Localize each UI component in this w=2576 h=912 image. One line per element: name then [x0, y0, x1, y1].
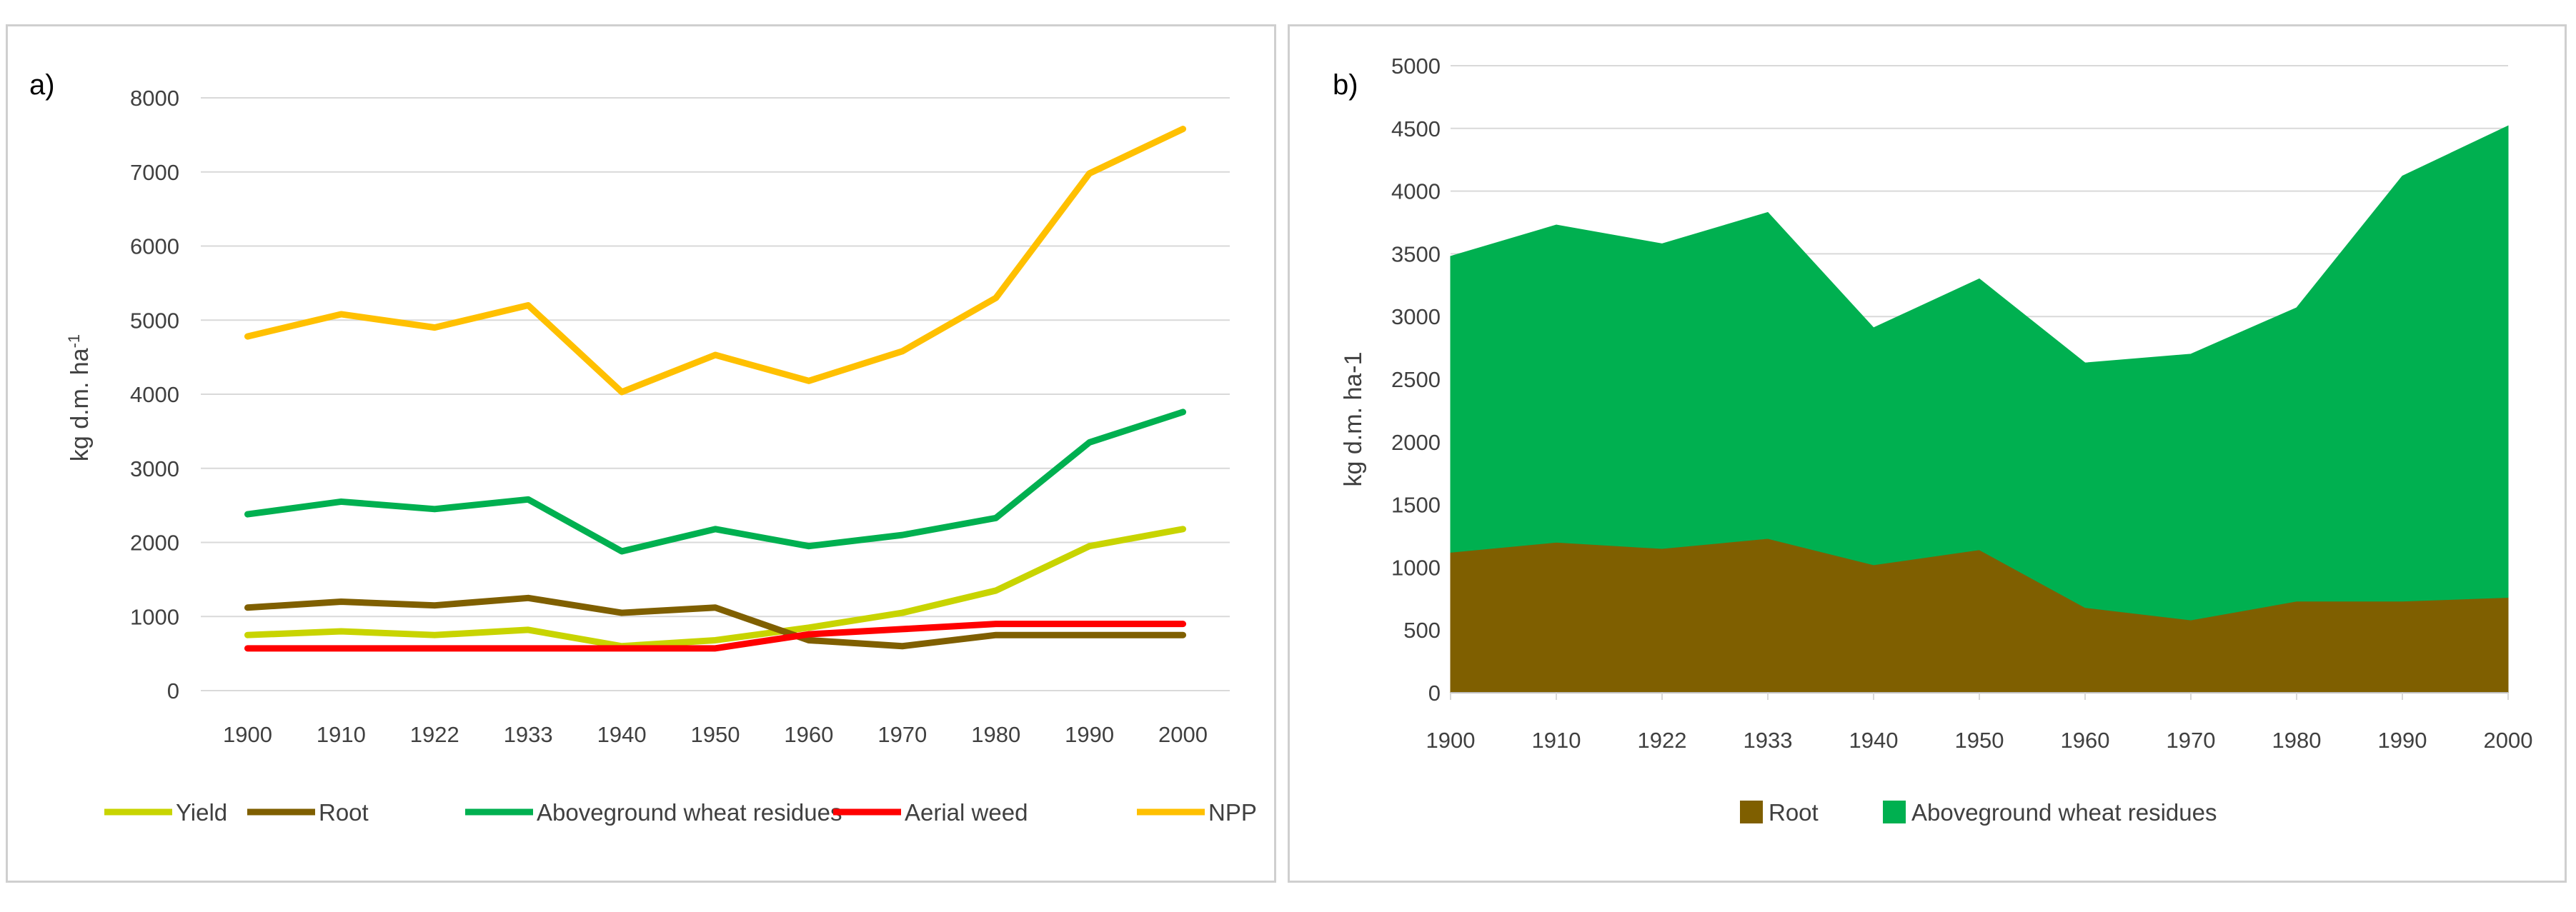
y-axis-label-a-superscript: -1	[65, 334, 83, 349]
y-tick-label-b: 1500	[1391, 493, 1441, 518]
legend-label-b: Root	[1769, 799, 1819, 826]
series-area-aboveground-wheat-residues	[1450, 125, 2509, 621]
legend-swatch-b	[1740, 801, 1763, 823]
y-tick-label-b: 4500	[1391, 116, 1441, 141]
y-tick-label-a: 5000	[130, 308, 179, 333]
y-tick-label-a: 4000	[130, 382, 179, 407]
x-tick-label-b: 1933	[1744, 728, 1793, 753]
legend-label-b: Aboveground wheat residues	[1911, 799, 2217, 826]
y-tick-label-b: 5000	[1391, 54, 1441, 79]
x-tick-label-b: 1960	[2061, 728, 2110, 753]
chart-panel-b: b) kg d.m. ha-1 0 500 1000 1500 2000 2500 3000…	[1288, 24, 2567, 883]
legend-label-a: Aerial weed	[905, 799, 1028, 826]
y-tick-label-b: 500	[1403, 618, 1441, 643]
y-tick-label-b: 3500	[1391, 241, 1441, 266]
x-tick-label-a: 1910	[317, 722, 366, 747]
y-tick-label-a: 7000	[130, 160, 179, 185]
y-tick-label-a: 1000	[130, 604, 179, 629]
y-tick-label-a: 3000	[130, 456, 179, 481]
series-line-root	[244, 594, 1187, 650]
x-tick-label-b: 1950	[1955, 728, 2004, 753]
x-tick-label-b: 1900	[1426, 728, 1476, 753]
y-tick-label-b: 2000	[1391, 430, 1441, 455]
y-tick-label-b: 2500	[1391, 367, 1441, 392]
legend-label-a: NPP	[1208, 799, 1257, 826]
y-axis-label-a: kg d.m. ha-1	[65, 334, 94, 461]
x-tick-label-b: 1910	[1532, 728, 1581, 753]
area-chart-b: b) kg d.m. ha-1 0 500 1000 1500 2000 2500 3000…	[1333, 54, 2533, 826]
x-tick-label-a: 1990	[1065, 722, 1114, 747]
panel-label-a: a)	[29, 69, 55, 101]
x-tick-label-a: 1970	[877, 722, 927, 747]
x-tick-label-a: 1960	[784, 722, 833, 747]
chart-panel-a: a) kg d.m. ha-1 0 1000 2000 3000 4000 5000 600…	[6, 24, 1276, 883]
x-tick-label-a: 1900	[223, 722, 272, 747]
y-tick-label-a: 6000	[130, 234, 179, 259]
y-tick-label-a: 8000	[130, 86, 179, 111]
series-line-aerial-weed	[244, 621, 1187, 652]
panel-label-b: b)	[1333, 69, 1358, 101]
legend-label-a: Root	[319, 799, 369, 826]
x-tick-label-a: 1940	[597, 722, 647, 747]
legend-swatch-b	[1883, 801, 1906, 823]
y-tick-label-b: 0	[1428, 681, 1441, 706]
x-tick-label-b: 1922	[1638, 728, 1687, 753]
y-axis-label-b: kg d.m. ha-1	[1340, 352, 1367, 487]
y-tick-label-b: 4000	[1391, 179, 1441, 204]
y-tick-label-a: 2000	[130, 531, 179, 556]
x-tick-label-b: 1940	[1849, 728, 1899, 753]
y-tick-label-a: 0	[167, 678, 179, 703]
x-tick-label-a: 1950	[691, 722, 740, 747]
legend-label-a: Yield	[176, 799, 227, 826]
series-line-npp	[244, 126, 1187, 396]
y-tick-label-b: 1000	[1391, 555, 1441, 580]
y-tick-label-b: 3000	[1391, 304, 1441, 329]
line-chart-a: a) kg d.m. ha-1 0 1000 2000 3000 4000 5000 600…	[29, 69, 1257, 826]
y-axis-label-a-main: kg d.m. ha	[66, 348, 94, 461]
series-line-aboveground-wheat-residues	[244, 409, 1187, 555]
x-tick-label-b: 1970	[2167, 728, 2216, 753]
x-tick-label-a: 1922	[410, 722, 459, 747]
x-tick-label-a: 1933	[504, 722, 553, 747]
x-tick-label-b: 1980	[2272, 728, 2322, 753]
x-tick-label-b: 1990	[2378, 728, 2427, 753]
legend-label-a: Aboveground wheat residues	[537, 799, 842, 826]
series-line-yield	[244, 526, 1187, 650]
x-tick-label-a: 1980	[971, 722, 1020, 747]
x-tick-label-b: 2000	[2484, 728, 2533, 753]
x-tick-label-a: 2000	[1158, 722, 1208, 747]
